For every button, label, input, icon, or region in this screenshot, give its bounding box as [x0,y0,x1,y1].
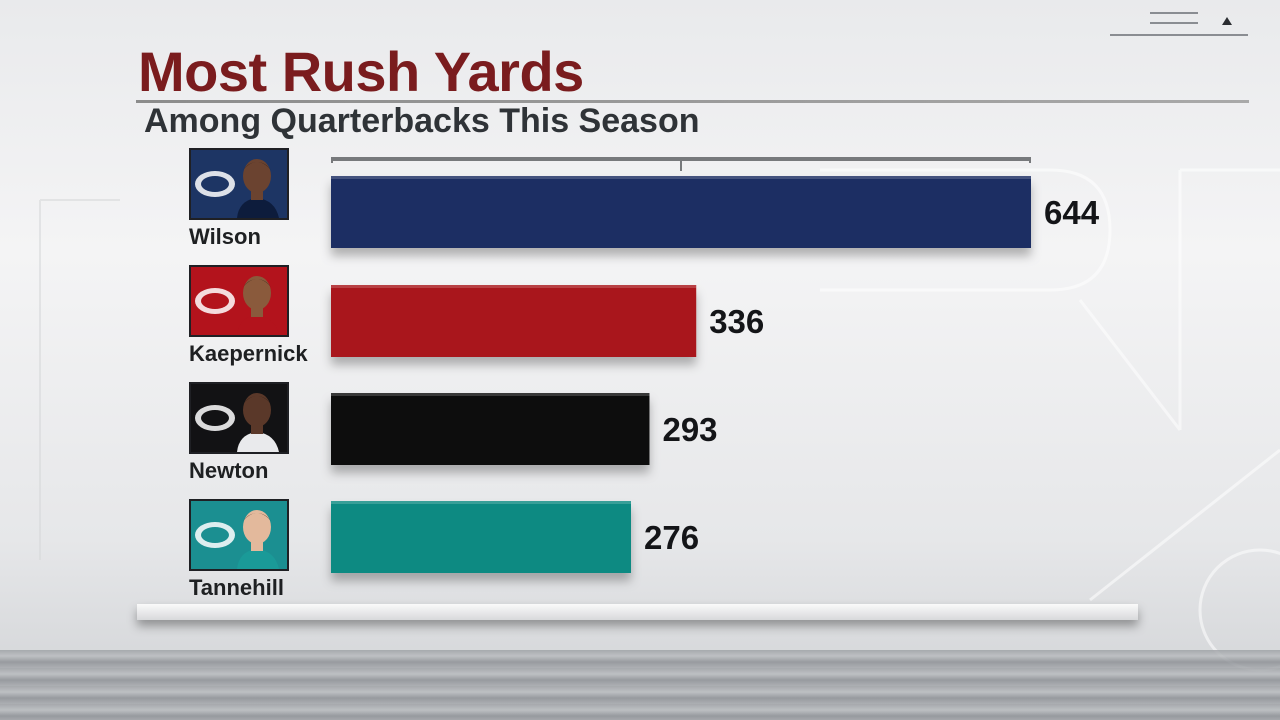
bar-highlight-newton [331,393,650,396]
floor-stripes [0,650,1280,720]
player-photo [237,159,279,218]
data-label-tannehill: 276 [644,519,699,556]
panthers-logo-icon [195,405,235,431]
bar-kaepernick [331,285,697,357]
player-photo [237,276,279,335]
player-headshot [189,382,289,454]
data-label-wilson: 644 [1044,194,1100,231]
49ers-logo-icon [195,288,235,314]
player-photo [237,510,279,569]
category-label-wilson: Wilson [189,224,261,249]
bar-newton [331,393,650,465]
dolphins-logo-icon [195,522,235,548]
seahawks-logo-icon [195,171,235,197]
chart-title: Most Rush Yards [138,40,584,103]
player-headshot [189,499,289,571]
axis-tick-mid [680,157,682,171]
bar-tannehill [331,501,631,573]
shelf [137,604,1138,620]
data-label-kaepernick: 336 [709,303,764,340]
bar-highlight-tannehill [331,501,631,504]
axis-tick-end [1029,157,1031,163]
bar-highlight-wilson [331,176,1031,179]
player-headshot [189,265,289,337]
data-label-newton: 293 [662,411,717,448]
player-headshot [189,148,289,220]
bar-wilson [331,176,1031,248]
axis-tick-start [331,157,333,163]
corner-menu-icon [1110,8,1248,38]
chart-subtitle: Among Quarterbacks This Season [144,102,700,140]
player-photo [237,393,279,452]
category-label-kaepernick: Kaepernick [189,341,308,366]
title-divider [136,100,1249,103]
category-label-newton: Newton [189,458,269,483]
category-label-tannehill: Tannehill [189,575,284,600]
bar-highlight-kaepernick [331,285,697,288]
